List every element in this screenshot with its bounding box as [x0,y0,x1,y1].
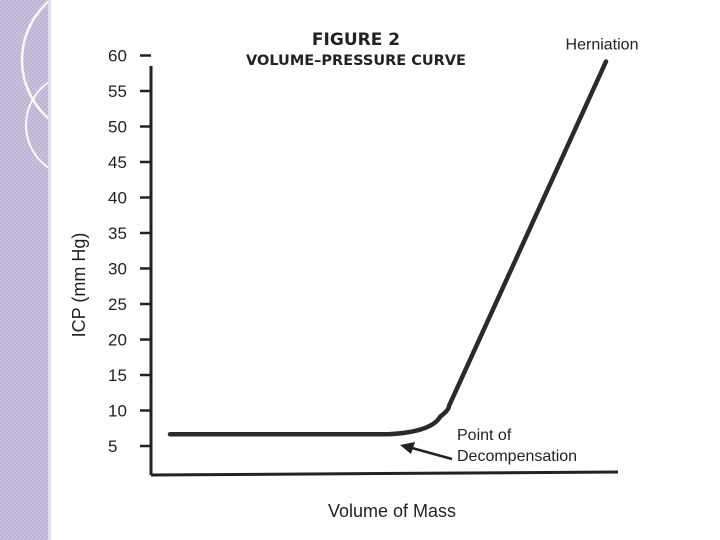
chart-subtitle: VOLUME–PRESSURE CURVE [246,53,466,69]
y-tick-label: 10 [108,402,127,421]
y-tick-label: 50 [108,118,127,137]
decor-ring-large [20,0,180,140]
y-axis-label: ICP (mm Hg) [69,233,89,338]
y-tick-label: 25 [108,295,127,314]
y-ticks: 60 55 50 45 40 35 30 25 20 15 10 5 [108,47,151,456]
annotation-decompensation-line1: Point of [457,427,512,444]
series-line [167,59,609,437]
y-tick-label: 20 [108,331,127,350]
decompensation-arrow [400,442,453,461]
x-axis [150,470,619,477]
y-tick-label: 45 [108,153,127,172]
y-tick-label: 30 [108,260,127,279]
y-tick-label: 15 [108,366,127,385]
chart-title: FIGURE 2 [312,30,400,50]
annotation-decompensation-line2: Decompensation [457,448,577,465]
decor-ring-small [25,72,131,178]
y-tick-label: 40 [108,189,127,208]
y-tick-label: 60 [108,47,127,66]
y-tick-label: 35 [108,224,127,243]
y-tick-label: 55 [108,82,127,101]
annotation-herniation: Herniation [566,37,639,54]
decor-edge [48,0,51,540]
y-tick-label: 5 [108,437,117,456]
x-axis-label: Volume of Mass [328,501,456,521]
